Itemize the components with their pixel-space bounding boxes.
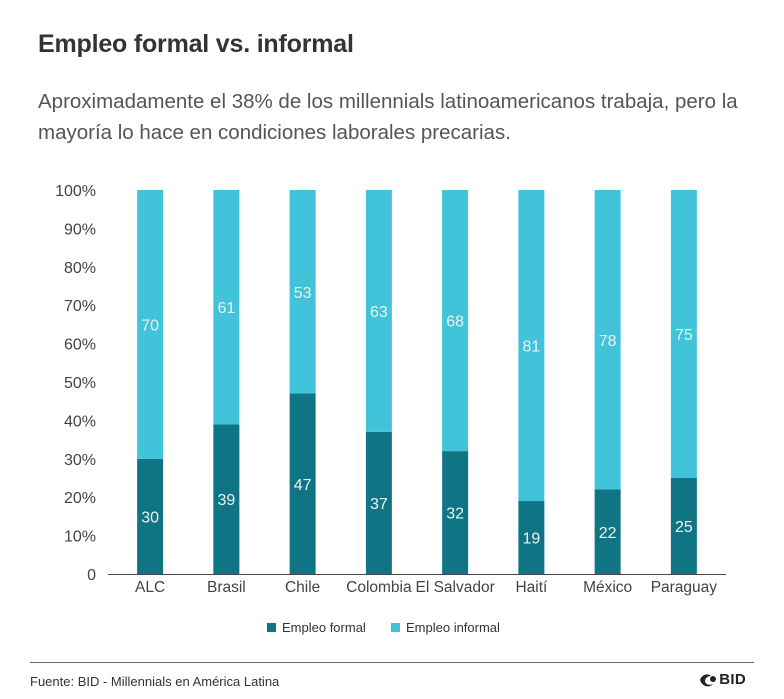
bar-formal	[137, 458, 164, 574]
data-label-formal: 25	[675, 519, 693, 536]
data-label-formal: 32	[446, 506, 464, 523]
y-tick-label: 60%	[64, 337, 96, 354]
data-label-informal: 53	[294, 285, 312, 302]
bar-formal	[670, 478, 697, 574]
data-label-formal: 22	[599, 525, 617, 542]
data-label-formal: 19	[522, 531, 540, 548]
x-tick-label: México	[583, 579, 632, 596]
legend-label: Empleo informal	[406, 620, 500, 635]
source-note: Fuente: BID - Millennials en América Lat…	[30, 674, 280, 689]
brand-logo: BID	[699, 671, 746, 688]
bar-formal	[365, 431, 392, 574]
x-tick-label: Colombia	[346, 579, 412, 596]
footer-divider	[30, 662, 754, 663]
bar-formal	[594, 489, 621, 574]
bar-formal	[518, 501, 545, 574]
x-tick-label: Paraguay	[651, 579, 718, 596]
data-label-informal: 78	[599, 333, 617, 350]
legend-swatch	[267, 623, 276, 632]
bar-informal	[213, 190, 240, 425]
data-label-informal: 68	[446, 314, 464, 331]
y-tick-label: 20%	[64, 490, 96, 507]
chart-subtitle: Aproximadamente el 38% de los millennial…	[38, 90, 738, 144]
bar-formal	[289, 393, 316, 574]
brand-name: BID	[719, 671, 746, 688]
y-tick-label: 50%	[64, 375, 96, 392]
y-tick-label: 70%	[64, 298, 96, 315]
legend-swatch	[391, 623, 400, 632]
bar-informal	[289, 190, 316, 394]
data-label-formal: 47	[294, 477, 312, 494]
bar-informal	[137, 190, 164, 459]
data-label-informal: 75	[675, 327, 693, 344]
y-tick-label: 40%	[64, 413, 96, 430]
data-label-formal: 39	[217, 492, 235, 509]
bar-informal	[670, 190, 697, 478]
y-tick-label: 0	[87, 567, 96, 584]
bar-informal	[365, 190, 392, 432]
bar-informal	[442, 190, 469, 452]
data-label-formal: 37	[370, 496, 388, 513]
bar-formal	[442, 451, 469, 574]
bar-informal	[594, 190, 621, 490]
bar-informal	[518, 190, 545, 502]
chart-title: Empleo formal vs. informal	[38, 30, 354, 58]
y-tick-label: 30%	[64, 452, 96, 469]
data-label-informal: 61	[217, 300, 235, 317]
y-tick-label: 80%	[64, 260, 96, 277]
x-tick-label: Chile	[285, 579, 320, 596]
x-tick-label: ALC	[135, 579, 165, 596]
data-label-informal: 81	[522, 339, 540, 356]
bar-formal	[213, 424, 240, 574]
data-label-formal: 30	[141, 509, 159, 526]
data-label-informal: 70	[141, 317, 159, 334]
data-label-informal: 63	[370, 304, 388, 321]
x-tick-label: El Salvador	[415, 579, 494, 596]
stacked-bar-chart: 0 10% 20% 30% 40% 50% 60% 70% 80% 90% 100% 30 70 ALC 3…	[55, 183, 726, 635]
y-tick-label: 100%	[55, 183, 96, 200]
bid-logo-icon	[700, 673, 717, 686]
y-tick-label: 90%	[64, 221, 96, 238]
x-tick-label: Brasil	[207, 579, 246, 596]
x-tick-label: Haití	[515, 579, 548, 596]
legend-label: Empleo formal	[282, 620, 366, 635]
y-tick-label: 10%	[64, 529, 96, 546]
